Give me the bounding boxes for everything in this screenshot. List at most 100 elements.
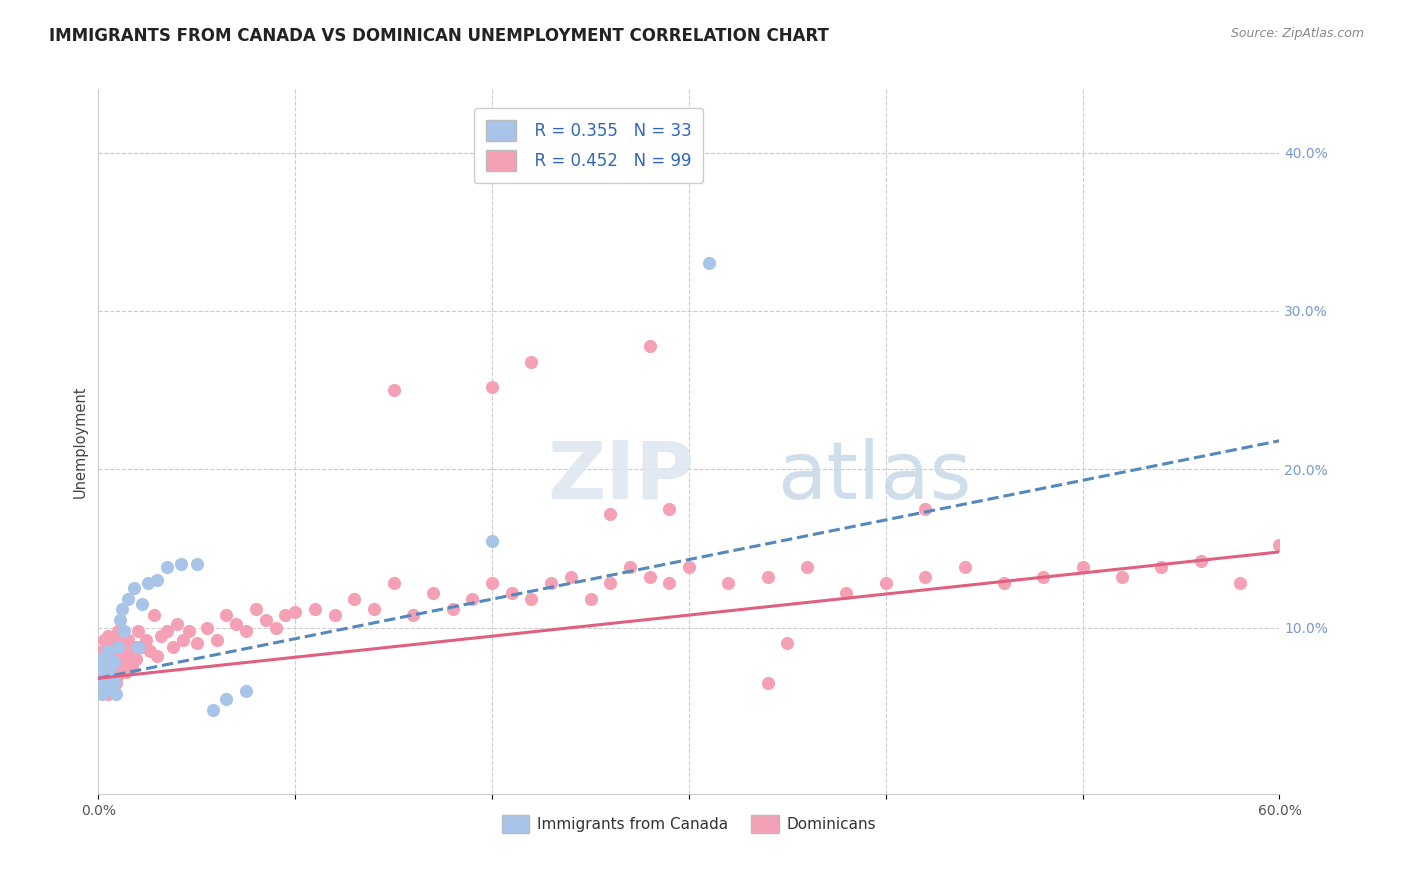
Point	[131, 640, 153, 654]
Point	[274, 607, 297, 622]
Point	[215, 691, 238, 706]
Point	[177, 624, 200, 638]
Point	[101, 671, 124, 685]
Point	[205, 633, 228, 648]
Point	[107, 668, 129, 682]
Point	[93, 633, 115, 648]
Point	[96, 676, 118, 690]
Point	[105, 633, 128, 648]
Point	[117, 633, 139, 648]
Point	[756, 570, 779, 584]
Point	[122, 640, 145, 654]
Point	[107, 624, 129, 638]
Point	[98, 644, 121, 658]
Point	[402, 607, 425, 622]
Point	[1150, 560, 1173, 574]
Point	[993, 576, 1015, 591]
Point	[142, 607, 165, 622]
Point	[131, 597, 153, 611]
Point	[520, 592, 543, 607]
Point	[1189, 554, 1212, 568]
Point	[93, 671, 115, 685]
Point	[91, 684, 114, 698]
Point	[91, 665, 114, 679]
Point	[97, 628, 120, 642]
Point	[93, 671, 115, 685]
Point	[481, 380, 503, 394]
Point	[599, 507, 621, 521]
Point	[201, 703, 224, 717]
Legend: Immigrants from Canada, Dominicans: Immigrants from Canada, Dominicans	[496, 809, 882, 839]
Point	[156, 560, 179, 574]
Point	[96, 660, 118, 674]
Point	[441, 601, 464, 615]
Point	[195, 621, 218, 635]
Point	[382, 383, 405, 397]
Point	[225, 617, 247, 632]
Point	[96, 681, 118, 695]
Point	[98, 665, 121, 679]
Point	[121, 660, 143, 674]
Point	[91, 656, 114, 670]
Point	[678, 560, 700, 574]
Point	[118, 649, 141, 664]
Point	[235, 624, 257, 638]
Point	[107, 640, 129, 654]
Point	[1071, 560, 1094, 574]
Point	[343, 592, 366, 607]
Point	[103, 649, 125, 664]
Point	[93, 649, 115, 664]
Point	[135, 633, 157, 648]
Point	[122, 581, 145, 595]
Point	[101, 636, 124, 650]
Point	[97, 644, 120, 658]
Text: IMMIGRANTS FROM CANADA VS DOMINICAN UNEMPLOYMENT CORRELATION CHART: IMMIGRANTS FROM CANADA VS DOMINICAN UNEM…	[49, 27, 830, 45]
Point	[875, 576, 897, 591]
Point	[501, 586, 523, 600]
Point	[89, 676, 111, 690]
Point	[481, 533, 503, 548]
Point	[382, 576, 405, 591]
Point	[127, 640, 149, 654]
Point	[105, 687, 128, 701]
Point	[796, 560, 818, 574]
Point	[304, 601, 326, 615]
Point	[112, 624, 135, 638]
Point	[91, 687, 114, 701]
Point	[103, 676, 125, 690]
Point	[599, 576, 621, 591]
Point	[323, 607, 346, 622]
Point	[560, 570, 582, 584]
Point	[461, 592, 484, 607]
Point	[127, 624, 149, 638]
Point	[93, 652, 115, 666]
Point	[96, 640, 118, 654]
Point	[108, 613, 131, 627]
Y-axis label: Unemployment: Unemployment	[72, 385, 87, 498]
Point	[914, 501, 936, 516]
Text: Source: ZipAtlas.com: Source: ZipAtlas.com	[1230, 27, 1364, 40]
Point	[186, 636, 208, 650]
Point	[146, 573, 169, 587]
Point	[215, 607, 238, 622]
Text: ZIP: ZIP	[547, 438, 695, 516]
Point	[101, 671, 124, 685]
Point	[111, 640, 134, 654]
Point	[97, 687, 120, 701]
Point	[520, 354, 543, 368]
Point	[638, 570, 661, 584]
Point	[166, 617, 188, 632]
Point	[117, 592, 139, 607]
Point	[658, 576, 681, 591]
Point	[162, 640, 184, 654]
Point	[953, 560, 976, 574]
Point	[1229, 576, 1251, 591]
Point	[619, 560, 641, 574]
Point	[96, 665, 118, 679]
Point	[658, 501, 681, 516]
Point	[363, 601, 385, 615]
Point	[97, 668, 120, 682]
Point	[245, 601, 267, 615]
Point	[156, 624, 179, 638]
Point	[776, 636, 799, 650]
